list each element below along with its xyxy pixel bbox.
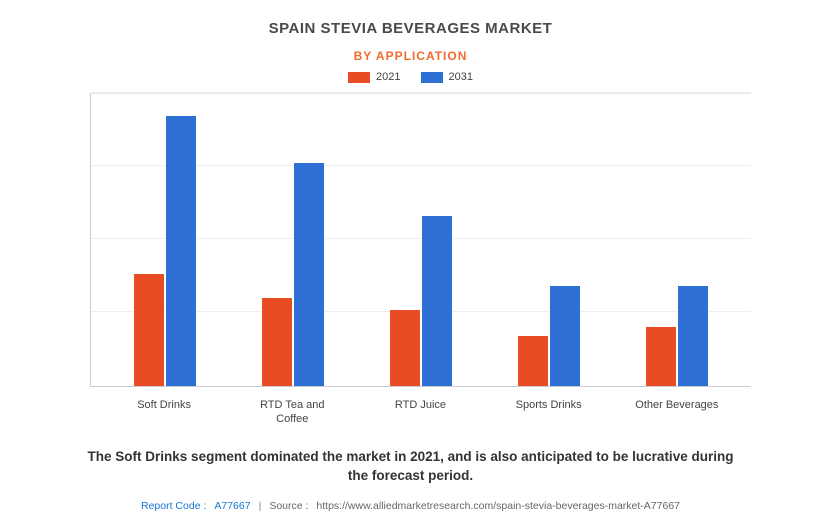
chart-caption: The Soft Drinks segment dominated the ma… xyxy=(80,448,741,486)
x-axis-label: RTD Tea and Coffee xyxy=(247,398,337,427)
report-code-value: A77667 xyxy=(214,500,250,512)
bar-group xyxy=(390,93,452,386)
bar xyxy=(550,286,580,385)
x-axis-label: Soft Drinks xyxy=(119,398,209,427)
bar xyxy=(646,327,676,386)
bar-group xyxy=(134,93,196,386)
chart-plot-area xyxy=(90,93,751,387)
source-label: Source : xyxy=(269,500,308,512)
legend-swatch xyxy=(348,72,370,83)
legend-item: 2031 xyxy=(421,71,473,83)
x-axis: Soft Drinks RTD Tea and Coffee RTD Juice Sp… xyxy=(90,398,751,427)
footer-separator: | xyxy=(259,500,262,512)
bar xyxy=(390,310,420,386)
legend-item: 2021 xyxy=(348,71,400,83)
report-code-label: Report Code : xyxy=(141,500,206,512)
bar xyxy=(262,298,292,386)
bar-group xyxy=(518,93,580,386)
bar xyxy=(678,286,708,385)
source-value: https://www.alliedmarketresearch.com/spa… xyxy=(316,500,680,512)
bar xyxy=(134,274,164,385)
bar-group xyxy=(262,93,324,386)
legend-label: 2031 xyxy=(449,71,473,83)
bar xyxy=(294,163,324,385)
chart-subtitle: BY APPLICATION xyxy=(30,49,791,63)
legend-swatch xyxy=(421,72,443,83)
bar xyxy=(518,336,548,386)
legend: 2021 2031 xyxy=(30,71,791,83)
x-axis-label: Other Beverages xyxy=(632,398,722,427)
x-axis-label: Sports Drinks xyxy=(504,398,594,427)
bar xyxy=(422,216,452,386)
bar xyxy=(166,116,196,385)
footer: Report Code : A77667 | Source : https://… xyxy=(30,500,791,512)
legend-label: 2021 xyxy=(376,71,400,83)
bar-group xyxy=(646,93,708,386)
x-axis-label: RTD Juice xyxy=(375,398,465,427)
chart-title: SPAIN STEVIA BEVERAGES MARKET xyxy=(30,20,791,37)
